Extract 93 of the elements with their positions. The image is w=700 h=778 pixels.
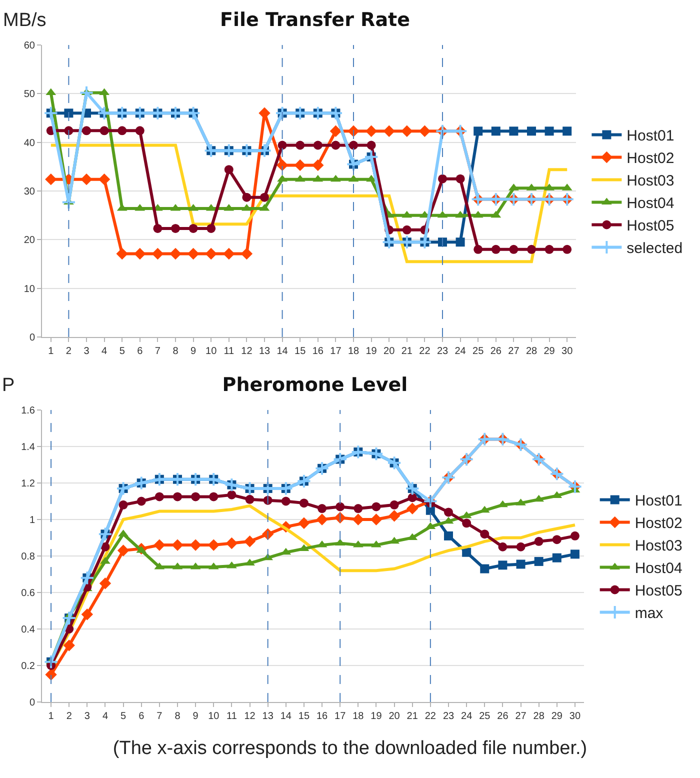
x-tick-label: 22 (424, 711, 436, 722)
y-tick-label: 0.4 (21, 624, 36, 636)
x-tick-label: 2 (66, 346, 72, 357)
x-tick-label: 17 (330, 346, 342, 357)
x-tick-label: 10 (208, 711, 220, 722)
x-tick-label: 3 (84, 346, 90, 357)
y-axis-title: P (2, 375, 15, 396)
x-tick-label: 1 (48, 711, 54, 722)
x-tick-label: 4 (102, 346, 108, 357)
x-tick-label: 27 (515, 711, 527, 722)
x-tick-label: 6 (138, 711, 145, 722)
legend-label: Host04 (634, 560, 682, 578)
x-tick-label: 29 (544, 346, 556, 357)
x-tick-label: 19 (366, 346, 378, 357)
legend-label: Host02 (626, 150, 674, 168)
y-tick-label: 1.4 (21, 442, 36, 453)
x-tick-label: 23 (442, 711, 454, 722)
x-tick-label: 15 (294, 346, 306, 357)
x-tick-label: 29 (551, 711, 563, 722)
x-tick-label: 12 (241, 346, 253, 357)
y-tick-label: 60 (24, 40, 36, 52)
x-tick-label: 26 (497, 711, 509, 722)
x-tick-label: 5 (120, 711, 127, 722)
legend-label: Host03 (634, 538, 682, 555)
y-tick-label: 0 (29, 332, 36, 344)
x-tick-label: 24 (461, 711, 473, 722)
chart-title: Pheromone Level (222, 374, 408, 396)
y-tick-label: 40 (24, 138, 36, 149)
y-tick-label: 0.6 (21, 588, 36, 599)
legend-label: selected (626, 240, 683, 258)
x-tick-label: 8 (172, 346, 179, 357)
x-tick-label: 28 (526, 346, 538, 357)
x-tick-label: 17 (334, 711, 346, 722)
legend-label: Host05 (626, 218, 674, 235)
y-tick-label: 1.2 (21, 478, 36, 490)
x-tick-label: 2 (66, 711, 72, 722)
x-tick-label: 11 (224, 346, 235, 357)
x-tick-label: 7 (154, 346, 161, 357)
x-tick-label: 13 (262, 711, 274, 722)
legend-label: Host02 (634, 515, 682, 532)
x-tick-label: 8 (174, 711, 181, 722)
x-tick-label: 9 (192, 711, 199, 722)
legend-label: Host01 (626, 128, 674, 145)
x-tick-label: 16 (316, 711, 328, 722)
y-tick-label: 30 (24, 186, 36, 198)
y-tick-label: 20 (24, 235, 36, 246)
y-tick-label: 0.2 (21, 661, 36, 672)
legend-label: Host05 (634, 582, 682, 600)
y-tick-label: 50 (24, 89, 36, 100)
legend-label: max (634, 605, 664, 622)
y-tick-label: 0 (29, 698, 36, 708)
x-tick-label: 25 (472, 346, 484, 357)
x-tick-label: 30 (562, 346, 574, 357)
x-tick-label: 7 (156, 711, 163, 722)
x-tick-label: 25 (479, 711, 491, 722)
x-tick-label: 11 (226, 711, 238, 722)
x-tick-label: 9 (190, 346, 197, 357)
x-tick-label: 12 (244, 711, 256, 722)
y-tick-label: 0.8 (21, 552, 36, 562)
y-axis-title: MB/s (3, 10, 46, 31)
x-tick-label: 13 (258, 346, 270, 357)
legend-label: Host04 (626, 195, 674, 212)
x-tick-label: 21 (401, 346, 413, 357)
x-tick-label: 18 (352, 711, 364, 722)
text: (The x-axis corresponds to the downloaded file number.) (112, 738, 588, 760)
x-tick-label: 30 (569, 711, 581, 722)
x-tick-label: 24 (454, 346, 466, 357)
y-tick-label: 10 (24, 284, 36, 295)
x-tick-label: 20 (388, 711, 400, 722)
x-tick-label: 26 (490, 346, 502, 357)
x-tick-label: 4 (102, 711, 108, 722)
legend-label: Host03 (626, 172, 674, 190)
x-tick-label: 22 (419, 346, 431, 357)
chart-title: File Transfer Rate (220, 9, 410, 32)
x-tick-label: 3 (84, 711, 90, 722)
x-tick-label: 10 (206, 346, 218, 357)
legend-label: Host01 (634, 492, 682, 510)
x-tick-label: 19 (370, 711, 382, 722)
x-tick-label: 14 (280, 711, 292, 722)
x-tick-label: 28 (533, 711, 545, 722)
x-tick-label: 16 (312, 346, 324, 357)
x-tick-label: 23 (436, 346, 448, 357)
x-tick-label: 21 (406, 711, 418, 722)
y-tick-label: 1 (29, 515, 36, 526)
x-tick-label: 15 (298, 711, 310, 722)
x-tick-label: 1 (48, 346, 54, 357)
x-tick-label: 18 (348, 346, 360, 357)
x-tick-label: 20 (384, 346, 396, 357)
y-tick-label: 1.6 (21, 406, 36, 416)
x-tick-label: 6 (137, 346, 144, 357)
x-tick-label: 27 (508, 346, 520, 357)
x-tick-label: 14 (276, 346, 288, 357)
x-tick-label: 5 (119, 346, 126, 357)
